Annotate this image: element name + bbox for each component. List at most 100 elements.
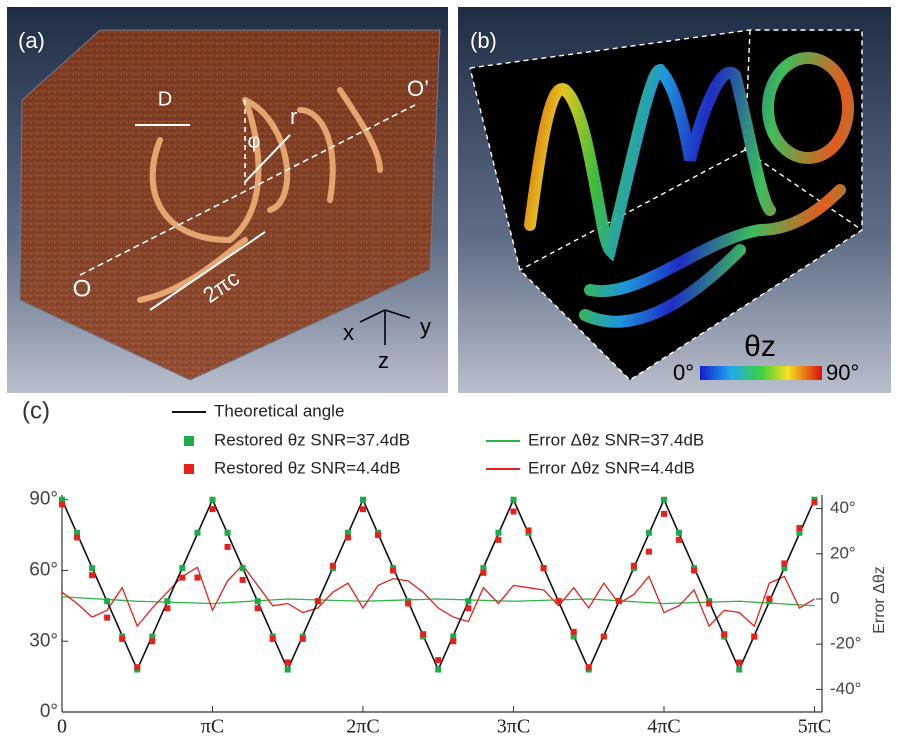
series-line [62, 500, 814, 670]
label-phi: φ [248, 130, 261, 152]
legend-label: Restored θz SNR=4.4dB [214, 458, 401, 477]
data-point [526, 527, 532, 533]
data-point [194, 575, 200, 581]
data-point [300, 636, 306, 642]
data-point [480, 570, 486, 576]
y2-tick-label: 0 [830, 588, 839, 607]
data-point [631, 563, 637, 569]
y2-tick-label: 40° [830, 498, 856, 517]
legend-label: Error Δθz SNR=4.4dB [528, 458, 695, 477]
label-d: D [158, 88, 172, 110]
colorbar-min: 0° [673, 360, 694, 385]
label-o-prime: O’ [407, 76, 429, 101]
data-point [571, 629, 577, 635]
colorbar-title: θz [744, 330, 776, 363]
y-tick-label: 30° [29, 630, 58, 651]
y2-tick-label: 20° [830, 543, 856, 562]
data-point [330, 563, 336, 569]
y-tick-label: 90° [29, 489, 58, 510]
data-point [360, 497, 366, 503]
data-point [751, 634, 757, 640]
data-point [676, 530, 682, 536]
colorbar [700, 366, 822, 380]
data-point [766, 596, 772, 602]
data-point [420, 631, 426, 637]
data-point [74, 534, 80, 540]
data-point [390, 567, 396, 573]
data-point [104, 598, 110, 604]
data-point [465, 598, 471, 604]
x-tick-label: πC [201, 716, 224, 738]
data-point [285, 667, 291, 673]
data-point [360, 506, 366, 512]
data-point [646, 549, 652, 555]
data-point [796, 525, 802, 531]
x-tick-label: 3πC [497, 716, 530, 738]
data-point [601, 634, 607, 640]
data-point [89, 572, 95, 578]
page: (a) D φ r O O’ 2πc x y z θz 0° 90° (b) (… [0, 0, 898, 739]
data-point [134, 664, 140, 670]
data-point [811, 499, 817, 505]
data-point [556, 598, 562, 604]
legend-label: Restored θz SNR=37.4dB [214, 430, 410, 449]
label-y: y [420, 314, 431, 339]
series-line [62, 597, 814, 606]
data-point [179, 565, 185, 571]
data-point [495, 537, 501, 543]
panel-a: (a) D φ r O O’ 2πc x y z [7, 7, 448, 393]
data-point [209, 506, 215, 512]
data-point [721, 631, 727, 637]
y-tick-label: 60° [29, 559, 58, 580]
data-point [104, 615, 110, 621]
data-point [255, 605, 261, 611]
data-point [510, 509, 516, 515]
x-tick-label: 4πC [647, 716, 680, 738]
label-r: r [290, 104, 297, 129]
data-point [225, 544, 231, 550]
colorbar-max: 90° [826, 360, 859, 385]
label-o: O [73, 275, 92, 302]
data-point [495, 530, 501, 536]
data-point [691, 567, 697, 573]
data-point [706, 601, 712, 607]
data-point [616, 598, 622, 604]
data-point [676, 537, 682, 543]
data-point [315, 598, 321, 604]
series-line [62, 565, 814, 626]
data-point [781, 560, 787, 566]
data-point [465, 605, 471, 611]
y2-axis-label: Error Δθz [871, 566, 888, 634]
data-point [646, 530, 652, 536]
data-point [89, 565, 95, 571]
legend-label: Theoretical angle [214, 401, 344, 420]
data-point [450, 638, 456, 644]
data-point [149, 638, 155, 644]
plot: 0πC2πC3πC4πC5πC0°30°60°90°-40°-20°020°40… [29, 489, 861, 738]
data-point [736, 659, 742, 665]
panel-label: (b) [470, 28, 497, 53]
x-tick-label: 0 [57, 716, 67, 738]
data-point [435, 657, 441, 663]
x-tick-label: 2πC [346, 716, 379, 738]
label-z: z [378, 348, 389, 373]
figure: (a) D φ r O O’ 2πc x y z θz 0° 90° (b) (… [0, 0, 898, 739]
legend-swatch [184, 464, 194, 474]
data-point [541, 565, 547, 571]
data-point [270, 636, 276, 642]
data-point [736, 667, 742, 673]
panel-b: θz 0° 90° (b) [458, 7, 891, 393]
x-tick-label: 5πC [798, 716, 831, 738]
data-point [375, 532, 381, 538]
panel-label: (c) [22, 397, 50, 424]
data-point [255, 598, 261, 604]
y2-tick-label: -20° [830, 634, 861, 653]
data-point [194, 530, 200, 536]
legend-swatch [184, 436, 194, 446]
y-tick-label: 0° [40, 701, 58, 722]
data-point [209, 497, 215, 503]
data-point [240, 565, 246, 571]
data-point [285, 659, 291, 665]
data-point [240, 577, 246, 583]
data-point [510, 497, 516, 503]
